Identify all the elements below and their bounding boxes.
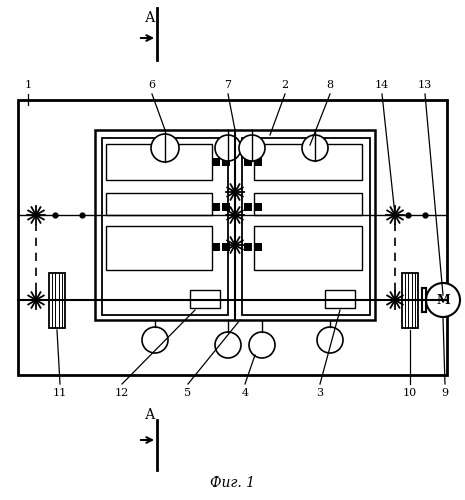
Circle shape [142, 327, 168, 353]
Bar [106, 144, 212, 180]
Bar [254, 193, 362, 215]
Bar [244, 158, 252, 166]
Text: 11: 11 [53, 388, 67, 398]
Text: 1: 1 [25, 80, 32, 90]
Bar [49, 272, 65, 328]
Text: М: М [436, 294, 450, 306]
Circle shape [302, 135, 328, 161]
Text: 8: 8 [326, 80, 333, 90]
Bar [106, 226, 212, 270]
Bar [102, 138, 228, 315]
Bar [254, 203, 262, 211]
Circle shape [317, 327, 343, 353]
Bar [222, 158, 230, 166]
Bar [402, 272, 418, 328]
Bar [95, 130, 375, 320]
Circle shape [215, 135, 241, 161]
Text: А: А [145, 408, 155, 422]
Text: 4: 4 [241, 388, 249, 398]
Text: 7: 7 [225, 80, 232, 90]
Text: 2: 2 [281, 80, 289, 90]
Bar [254, 243, 262, 251]
Bar [244, 203, 252, 211]
Bar [190, 290, 220, 308]
Bar [325, 290, 355, 308]
Bar [212, 203, 220, 211]
Text: 12: 12 [115, 388, 129, 398]
Text: Фиг. 1: Фиг. 1 [210, 476, 254, 490]
Text: А: А [145, 11, 155, 25]
Bar [242, 138, 370, 315]
Bar [222, 243, 230, 251]
Circle shape [249, 332, 275, 358]
Text: 5: 5 [185, 388, 192, 398]
Text: 14: 14 [375, 80, 389, 90]
Text: 6: 6 [148, 80, 156, 90]
Text: 9: 9 [441, 388, 449, 398]
Bar [254, 226, 362, 270]
Text: 3: 3 [317, 388, 324, 398]
Text: 10: 10 [403, 388, 417, 398]
Circle shape [151, 134, 179, 162]
Bar [254, 158, 262, 166]
Bar [106, 193, 212, 215]
Bar [222, 203, 230, 211]
Bar [18, 100, 447, 375]
Text: 13: 13 [418, 80, 432, 90]
Circle shape [426, 283, 460, 317]
Circle shape [239, 135, 265, 161]
Bar [254, 144, 362, 180]
Bar [244, 243, 252, 251]
Bar [212, 158, 220, 166]
Bar [212, 243, 220, 251]
Circle shape [215, 332, 241, 358]
